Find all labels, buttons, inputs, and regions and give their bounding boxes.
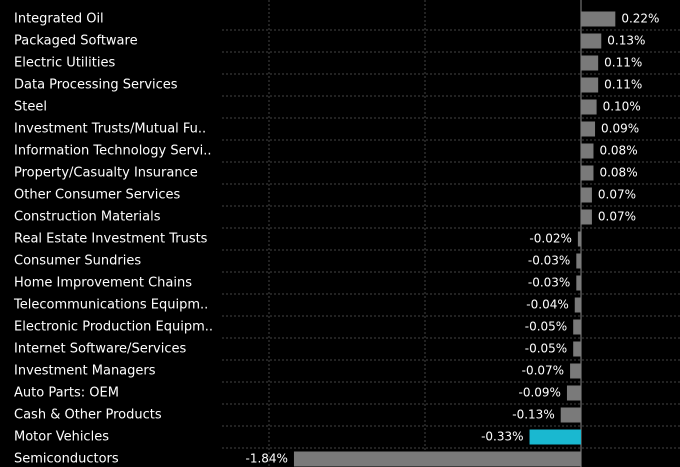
category-label: Investment Trusts/Mutual Fu.. <box>14 122 206 137</box>
value-label: -0.05% <box>525 320 567 334</box>
bar <box>581 55 599 71</box>
category-label: Electric Utilities <box>14 56 115 71</box>
category-label: Integrated Oil <box>14 12 104 27</box>
category-label: Steel <box>14 100 47 115</box>
bar <box>529 429 581 445</box>
category-label: Construction Materials <box>14 210 161 225</box>
value-label: 0.13% <box>607 34 645 48</box>
value-label: 0.10% <box>603 100 641 114</box>
bar <box>576 275 581 291</box>
category-label: Investment Managers <box>14 364 156 379</box>
bar <box>293 451 581 467</box>
category-label: Data Processing Services <box>14 78 178 93</box>
value-label: 0.11% <box>604 56 642 70</box>
bar <box>560 407 581 423</box>
value-label: -0.05% <box>525 342 567 356</box>
category-label: Other Consumer Services <box>14 188 181 203</box>
category-label: Auto Parts: OEM <box>14 386 119 401</box>
category-label: Electronic Production Equipm.. <box>14 320 213 335</box>
value-label: -1.84% <box>246 452 288 466</box>
category-label: Home Improvement Chains <box>14 276 192 291</box>
category-label: Real Estate Investment Trusts <box>14 232 208 247</box>
value-label: -0.33% <box>481 430 523 444</box>
bar <box>566 385 581 401</box>
value-label: 0.08% <box>599 166 637 180</box>
value-label: -0.03% <box>528 276 570 290</box>
value-label: 0.22% <box>621 12 659 26</box>
category-label: Motor Vehicles <box>14 430 109 445</box>
value-label: -0.09% <box>519 386 561 400</box>
bar <box>581 99 597 115</box>
bar <box>581 77 599 93</box>
category-label: Information Technology Servi.. <box>14 144 212 159</box>
bar <box>570 363 581 379</box>
category-label: Property/Casualty Insurance <box>14 166 198 181</box>
value-label: 0.11% <box>604 78 642 92</box>
bar <box>573 319 581 335</box>
bar <box>581 165 594 181</box>
bar <box>581 209 592 225</box>
category-label: Semiconductors <box>14 452 119 467</box>
value-label: -0.07% <box>522 364 564 378</box>
category-label: Internet Software/Services <box>14 342 186 357</box>
bar <box>581 11 616 27</box>
value-label: 0.08% <box>599 144 637 158</box>
bar <box>573 341 581 357</box>
value-label: -0.04% <box>526 298 568 312</box>
bar <box>581 33 602 49</box>
value-label: -0.02% <box>529 232 571 246</box>
value-label: 0.07% <box>598 210 636 224</box>
value-label: -0.13% <box>512 408 554 422</box>
bar <box>581 187 592 203</box>
value-label: 0.07% <box>598 188 636 202</box>
bar <box>581 143 594 159</box>
bar <box>577 231 581 247</box>
category-label: Cash & Other Products <box>14 408 162 423</box>
bar <box>581 121 596 137</box>
value-label: -0.03% <box>528 254 570 268</box>
value-label: 0.09% <box>601 122 639 136</box>
bar <box>576 253 581 269</box>
category-label: Telecommunications Equipm.. <box>13 298 208 313</box>
category-label: Consumer Sundries <box>14 254 141 269</box>
bar <box>574 297 581 313</box>
category-label: Packaged Software <box>14 34 138 49</box>
